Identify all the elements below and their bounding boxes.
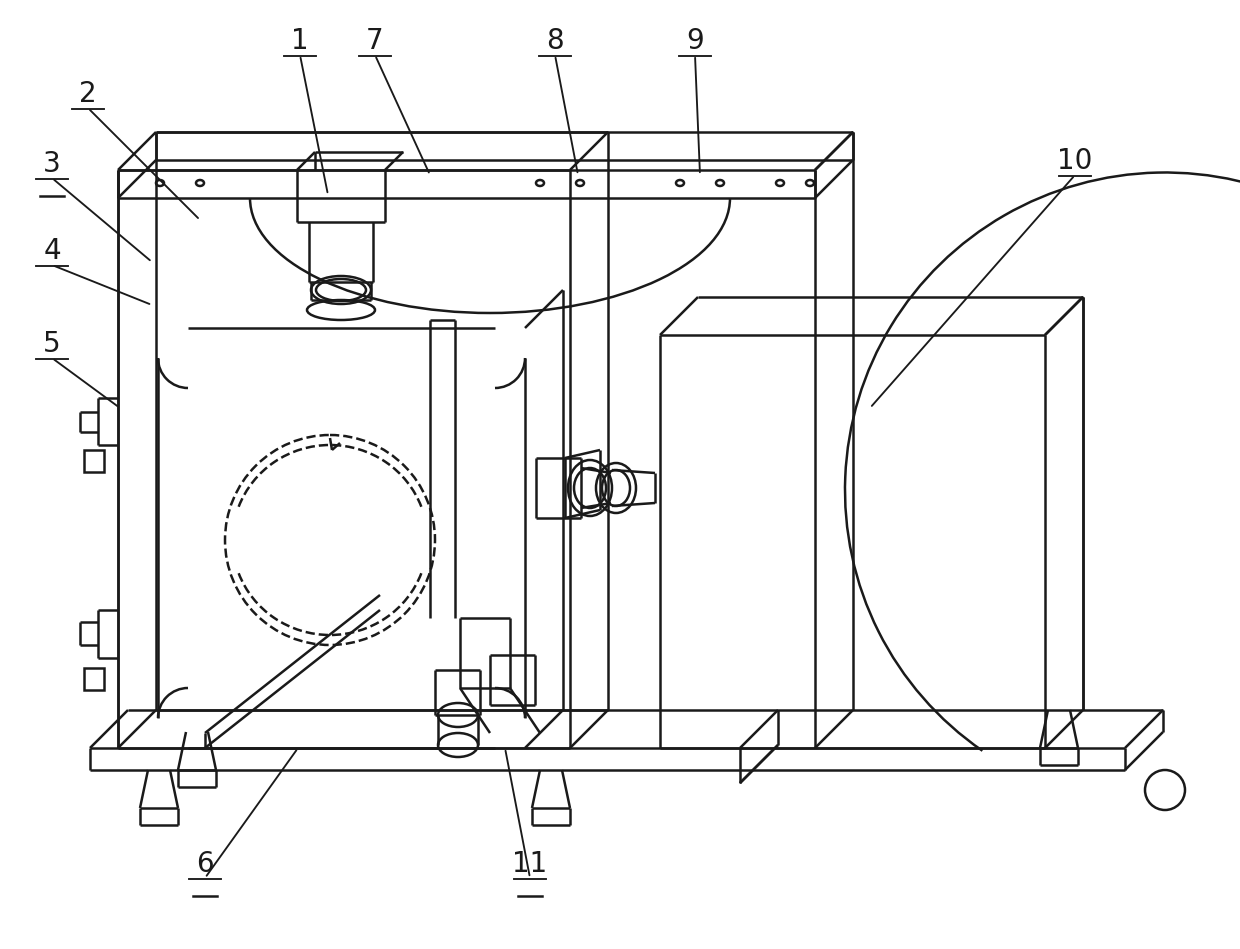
Text: 2: 2	[79, 80, 97, 108]
Bar	[84, 668, 104, 690]
Text: 5: 5	[43, 330, 61, 358]
Text: 7: 7	[366, 27, 384, 55]
Text: 10: 10	[1058, 147, 1092, 175]
Text: 8: 8	[546, 27, 564, 55]
Text: 6: 6	[196, 850, 213, 878]
Text: 1: 1	[291, 27, 309, 55]
Text: 3: 3	[43, 150, 61, 178]
Bar	[84, 450, 104, 472]
Text: 11: 11	[512, 850, 548, 878]
Text: 9: 9	[686, 27, 704, 55]
Text: 4: 4	[43, 237, 61, 265]
